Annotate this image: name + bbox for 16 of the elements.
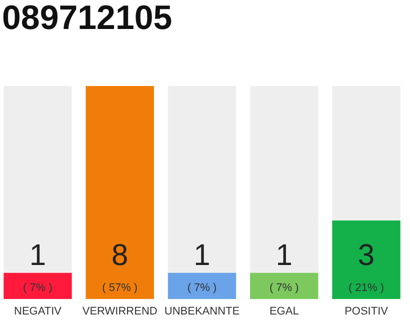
data-label: ( 7% ) — [269, 282, 299, 294]
annotation: 1 — [276, 239, 292, 272]
x-tick-label: POSITIV — [344, 306, 389, 318]
x-tick-label: NEGATIV — [14, 306, 62, 318]
x-tick-label: UNBEKANNTE — [164, 306, 240, 318]
x-tick-label: VERWIRREND — [82, 306, 158, 318]
data-label: ( 7% ) — [23, 282, 52, 294]
annotation: 1 — [29, 239, 46, 272]
chart-title: 089712105 — [2, 0, 172, 37]
annotation: 1 — [194, 239, 210, 272]
data-label: ( 57% ) — [102, 282, 138, 294]
data-label: ( 21% ) — [348, 282, 384, 294]
x-tick-label: EGAL — [269, 306, 299, 318]
annotation: 8 — [112, 239, 128, 272]
data-label: ( 7% ) — [187, 282, 217, 294]
annotation: 3 — [358, 239, 375, 272]
